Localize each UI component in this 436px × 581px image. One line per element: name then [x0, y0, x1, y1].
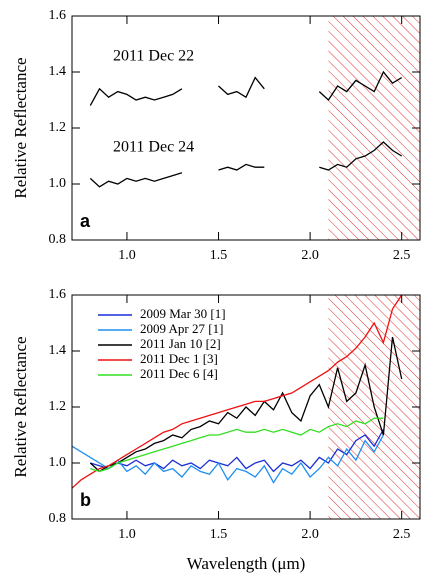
spectrum-line [89, 141, 403, 188]
y-tick-label: 0.8 [49, 232, 67, 247]
x-tick-label: 2.5 [393, 527, 411, 542]
panel-label: b [80, 490, 91, 510]
y-axis-label: Relative Reflectance [11, 336, 30, 477]
y-tick-label: 1.6 [49, 8, 67, 23]
y-tick-label: 1.4 [49, 343, 67, 358]
legend-label: 2011 Dec 1 [3] [140, 351, 218, 366]
x-tick-label: 1.0 [118, 248, 136, 263]
legend-label: 2011 Jan 10 [2] [140, 336, 221, 351]
x-tick-label: 1.5 [210, 527, 228, 542]
spectrum-line [89, 70, 403, 106]
y-tick-label: 1.2 [49, 120, 67, 135]
y-tick-label: 1.2 [49, 399, 67, 414]
y-axis-label: Relative Reflectance [11, 57, 30, 198]
y-tick-label: 1.0 [49, 176, 67, 191]
x-tick-label: 1.5 [210, 248, 228, 263]
x-tick-label: 2.0 [301, 248, 319, 263]
spectrum-line [89, 336, 403, 473]
hatched-region [328, 16, 420, 240]
annotation: 2011 Dec 22 [113, 48, 194, 65]
y-tick-label: 0.8 [49, 511, 67, 526]
annotation: 2011 Dec 24 [113, 139, 194, 156]
legend-label: 2009 Apr 27 [1] [140, 321, 223, 336]
x-tick-label: 2.0 [301, 527, 319, 542]
panel-label: a [80, 211, 91, 231]
x-axis-label: Wavelength (μm) [187, 554, 306, 573]
y-tick-label: 1.0 [49, 455, 67, 470]
legend-label: 2011 Dec 6 [4] [140, 366, 218, 381]
spectrum-line [71, 294, 403, 489]
spectrum-line [90, 429, 384, 473]
legend-label: 2009 Mar 30 [1] [140, 306, 226, 321]
spectrum-line [90, 417, 384, 473]
spectrum-line [71, 434, 384, 484]
x-tick-label: 2.5 [393, 248, 411, 263]
y-tick-label: 1.6 [49, 287, 67, 302]
y-tick-label: 1.4 [49, 64, 67, 79]
x-tick-label: 1.0 [118, 527, 136, 542]
